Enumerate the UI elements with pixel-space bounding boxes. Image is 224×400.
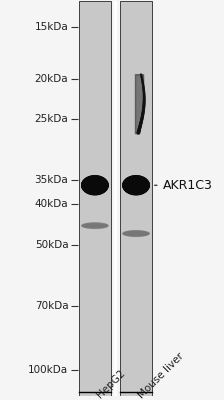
Ellipse shape: [82, 179, 108, 192]
Ellipse shape: [123, 179, 149, 192]
Ellipse shape: [123, 178, 149, 192]
Ellipse shape: [123, 231, 149, 236]
Ellipse shape: [123, 181, 149, 190]
Ellipse shape: [123, 178, 149, 193]
Ellipse shape: [82, 223, 108, 228]
Ellipse shape: [122, 230, 150, 237]
Ellipse shape: [123, 180, 149, 191]
Bar: [120, 1, 152, 396]
Ellipse shape: [82, 180, 108, 190]
Ellipse shape: [81, 175, 109, 196]
Ellipse shape: [81, 222, 109, 229]
Ellipse shape: [123, 230, 150, 237]
Text: 100kDa: 100kDa: [28, 365, 68, 375]
Ellipse shape: [82, 178, 108, 192]
Ellipse shape: [122, 176, 150, 194]
Ellipse shape: [123, 180, 149, 190]
Ellipse shape: [123, 178, 149, 193]
Text: AKR1C3: AKR1C3: [155, 179, 212, 192]
Ellipse shape: [122, 230, 150, 237]
Ellipse shape: [123, 179, 149, 192]
Ellipse shape: [81, 176, 109, 194]
Ellipse shape: [123, 177, 149, 194]
Ellipse shape: [82, 224, 108, 228]
Ellipse shape: [123, 180, 149, 191]
Text: 35kDa: 35kDa: [35, 175, 68, 185]
Ellipse shape: [123, 232, 149, 235]
Ellipse shape: [122, 176, 150, 195]
Ellipse shape: [123, 231, 149, 236]
Ellipse shape: [81, 176, 108, 194]
Ellipse shape: [82, 180, 108, 190]
Ellipse shape: [122, 175, 150, 195]
Ellipse shape: [123, 232, 149, 236]
Ellipse shape: [123, 231, 149, 236]
Ellipse shape: [82, 224, 108, 228]
Ellipse shape: [123, 177, 149, 193]
Text: Mouse liver: Mouse liver: [136, 351, 185, 400]
Text: 70kDa: 70kDa: [35, 301, 68, 311]
Ellipse shape: [82, 180, 108, 191]
Ellipse shape: [82, 179, 108, 192]
Ellipse shape: [123, 176, 150, 194]
Text: 40kDa: 40kDa: [35, 199, 68, 209]
Ellipse shape: [82, 223, 108, 228]
Ellipse shape: [81, 222, 109, 229]
Ellipse shape: [81, 177, 108, 194]
Ellipse shape: [82, 180, 108, 190]
Ellipse shape: [122, 176, 150, 195]
Ellipse shape: [123, 178, 149, 192]
Text: 15kDa: 15kDa: [35, 22, 68, 32]
Ellipse shape: [123, 180, 149, 190]
Ellipse shape: [81, 176, 108, 194]
Text: 20kDa: 20kDa: [35, 74, 68, 84]
Text: 50kDa: 50kDa: [35, 240, 68, 250]
Ellipse shape: [82, 177, 108, 194]
Ellipse shape: [123, 230, 150, 236]
Ellipse shape: [81, 176, 109, 195]
Ellipse shape: [82, 179, 108, 191]
Ellipse shape: [81, 175, 109, 195]
Ellipse shape: [122, 175, 150, 196]
Ellipse shape: [82, 178, 108, 192]
Text: HepG2: HepG2: [95, 368, 127, 400]
Ellipse shape: [82, 223, 108, 228]
Ellipse shape: [82, 224, 108, 228]
Ellipse shape: [82, 178, 108, 193]
Ellipse shape: [123, 177, 150, 194]
Ellipse shape: [123, 232, 149, 236]
Ellipse shape: [82, 178, 108, 192]
Ellipse shape: [123, 231, 149, 236]
Ellipse shape: [123, 179, 149, 191]
Ellipse shape: [81, 222, 109, 229]
Ellipse shape: [123, 178, 149, 192]
Ellipse shape: [81, 176, 109, 195]
Ellipse shape: [82, 181, 108, 190]
Bar: [79, 1, 111, 396]
Ellipse shape: [123, 176, 150, 194]
Ellipse shape: [82, 180, 108, 191]
Text: 25kDa: 25kDa: [35, 114, 68, 124]
Ellipse shape: [81, 223, 108, 229]
Ellipse shape: [82, 177, 108, 193]
Ellipse shape: [123, 180, 149, 190]
Ellipse shape: [82, 223, 108, 228]
Ellipse shape: [82, 178, 108, 193]
